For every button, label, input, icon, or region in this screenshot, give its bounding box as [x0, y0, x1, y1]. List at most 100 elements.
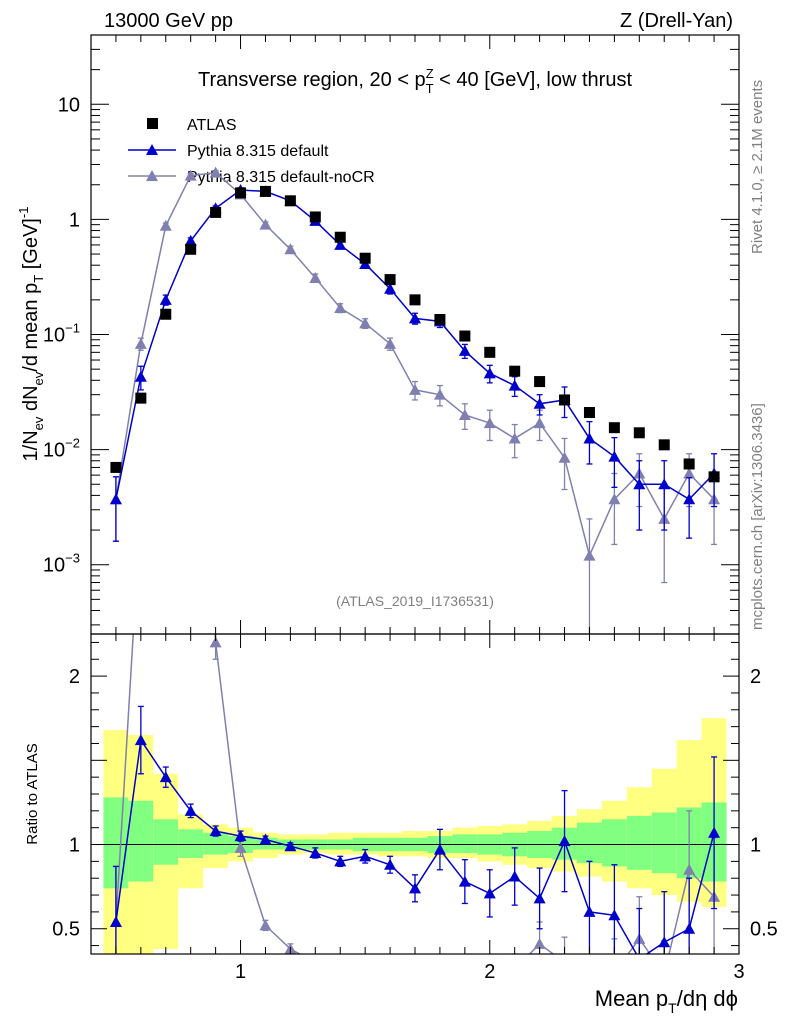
x-tick-label: 2 [484, 961, 495, 983]
main-default-point [608, 450, 621, 462]
ratio-nocr-point [583, 997, 595, 1008]
ratio-default-point [433, 843, 446, 855]
ratio-default-point [384, 858, 397, 870]
main-nocr-point [683, 467, 696, 479]
main-nocr-point [334, 301, 347, 313]
ratio-nocr-point [185, 266, 197, 277]
atlas-data-point [409, 294, 421, 306]
ratio-default-point [234, 830, 247, 842]
ratio-band-inner-bin [178, 829, 204, 858]
atlas-data-point [334, 231, 346, 243]
header-left: 13000 GeV pp [104, 10, 233, 32]
atlas-data-point [284, 195, 296, 207]
atlas-data-point [484, 346, 496, 358]
legend-marker-nocr [146, 170, 158, 181]
main-default-point [683, 493, 696, 505]
ratio-nocr-point [409, 978, 421, 989]
ratio-panel [91, 266, 739, 1008]
ratio-y-tick-label-right: 0.5 [750, 919, 778, 941]
main-nocr-point [533, 417, 546, 429]
x-tick-label: 1 [235, 961, 246, 983]
main-default-point [483, 367, 496, 379]
ratio-band-inner-bin [651, 812, 677, 874]
ratio-default-point [334, 855, 347, 867]
main-default-point [334, 238, 347, 250]
atlas-data-point [110, 461, 122, 473]
main-default-point [458, 344, 471, 356]
ratio-default-point [608, 909, 621, 921]
atlas-data-point [235, 187, 247, 199]
ratio-nocr-point [559, 956, 571, 967]
main-nocr-point [384, 337, 397, 349]
ratio-default-point [583, 905, 596, 917]
main-nocr-point [483, 417, 496, 429]
ratio-nocr-point [434, 970, 446, 981]
ratio-y-tick-label-right: 2 [750, 666, 761, 688]
atlas-data-point [434, 313, 446, 325]
y-tick-label: 10−3 [43, 551, 80, 577]
ratio-default-point [134, 734, 147, 746]
ratio-default-point [658, 936, 671, 948]
main-default-point [134, 370, 147, 382]
ratio-band-inner-bin [452, 834, 478, 853]
ratio-nocr-point [683, 863, 696, 875]
ratio-default-point [184, 804, 197, 816]
header-right: Z (Drell-Yan) [620, 10, 733, 32]
atlas-data-point [259, 185, 271, 197]
ratio-nocr-point [459, 972, 471, 983]
ratio-band-inner-bin [601, 819, 627, 867]
ratio-nocr-point [259, 919, 272, 931]
atlas-data-point [633, 427, 645, 439]
ratio-band-inner-bin [153, 819, 179, 865]
atlas-data-point [135, 392, 147, 404]
ratio-default-point [284, 840, 297, 852]
x-axis-label: Mean pT/dη dϕ [595, 986, 738, 1016]
ratio-nocr-point [608, 967, 620, 978]
main-nocr-point [558, 451, 571, 463]
ratio-default-point [359, 850, 372, 862]
ratio-default-point [159, 771, 172, 783]
y-tick-label: 10−2 [43, 436, 80, 462]
atlas-data-point [559, 394, 571, 406]
ratio-nocr-point [234, 841, 247, 853]
ratio-default-point [259, 833, 272, 845]
ratio-y-tick-label-right: 1 [750, 835, 761, 857]
rivet-version-label: Rivet 4.1.0, ≥ 2.1M events [749, 80, 766, 254]
atlas-data-point [708, 471, 720, 483]
ratio-nocr-point [334, 967, 346, 978]
atlas-data-point [683, 458, 695, 470]
legend-label-nocr: Pythia 8.315 default-noCR [187, 169, 375, 186]
ratio-nocr-point [135, 502, 147, 513]
mcplots-reference-label: mcplots.cern.ch [arXiv:1306.3436] [749, 403, 766, 630]
ratio-band-inner-bin [626, 815, 652, 870]
main-nocr-point [608, 493, 621, 505]
main-default-point [384, 282, 397, 294]
legend-marker-default [146, 144, 158, 155]
legend-label-atlas: ATLAS [187, 117, 237, 134]
main-y-axis-label: 1/Nev dNev/d mean pT [GeV]-1 [16, 207, 46, 462]
ratio-default-point [708, 826, 721, 838]
ratio-nocr-point [309, 956, 321, 967]
ratio-y-tick-label-left: 0.5 [52, 919, 80, 941]
y-tick-label: 10 [58, 94, 80, 116]
main-nocr-point [433, 388, 446, 400]
main-nocr-point [508, 432, 521, 444]
main-default-point [159, 293, 172, 305]
atlas-data-point [583, 407, 595, 419]
ratio-nocr-point [509, 963, 521, 974]
y-tick-label: 1 [69, 209, 80, 231]
atlas-data-point [210, 206, 222, 218]
x-tick-label: 3 [733, 961, 744, 983]
atlas-data-point [658, 439, 670, 451]
main-nocr-line [115, 171, 715, 558]
atlas-data-point [534, 376, 546, 388]
atlas-data-point [509, 365, 521, 377]
main-panel [109, 166, 721, 634]
main-y-axis-ticks: 10−3 10−2 10−1 1 10 [43, 34, 739, 626]
atlas-data-point [185, 243, 197, 255]
main-default-point [633, 478, 646, 490]
main-nocr-point [209, 166, 222, 178]
ratio-band-inner-bin [128, 800, 154, 882]
ratio-default-point [638, 953, 640, 954]
ratio-band-inner-bin [203, 832, 229, 855]
